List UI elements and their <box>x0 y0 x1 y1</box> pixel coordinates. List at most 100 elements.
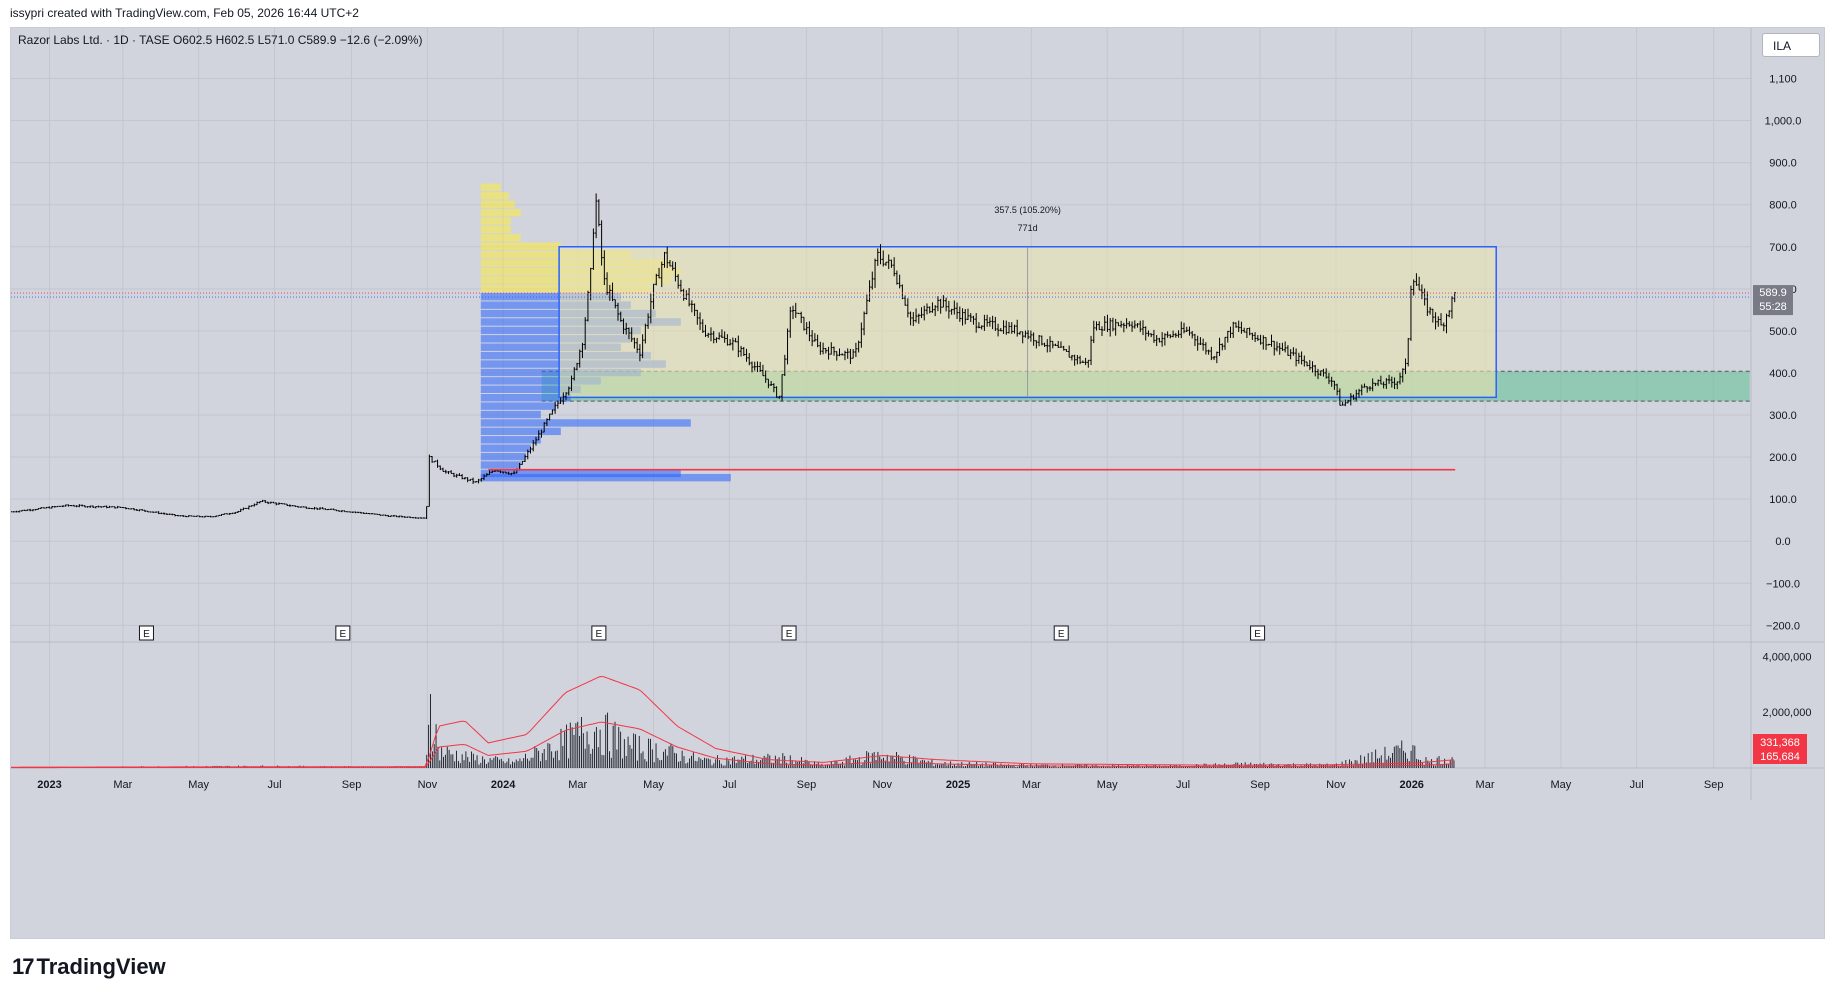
range-box: 357.5 (105.20%) 771d <box>558 205 1497 399</box>
profile-bar <box>480 385 581 393</box>
profile-bar <box>480 301 631 309</box>
price-axis: 1,1001,000.0900.0800.0700.0600.0500.0400… <box>1763 73 1812 719</box>
profile-bar <box>480 242 561 250</box>
earnings-marker <box>335 625 351 641</box>
profile-bar <box>480 419 691 427</box>
earnings-marker <box>138 625 154 641</box>
profile-bar <box>480 461 521 469</box>
profile-bar <box>480 452 526 461</box>
time-tick-label: Mar <box>568 779 587 791</box>
symbol-ohlc-line: Razor Labs Ltd. · 1D · TASE O602.5 H602.… <box>18 33 423 47</box>
price-labels: 589.9 55:28 331,368 165,684 <box>11 285 1807 764</box>
profile-bar <box>480 402 556 410</box>
time-tick-label: Nov <box>1326 779 1346 791</box>
profile-bar <box>480 234 521 242</box>
earnings-marker <box>1250 625 1266 641</box>
time-tick-label: Jul <box>722 779 736 791</box>
volume-value-badge <box>1753 734 1807 764</box>
price-tick-label: 900.0 <box>1769 158 1797 170</box>
profile-bar <box>480 217 511 225</box>
currency-button[interactable]: ILA <box>1762 33 1820 57</box>
price-tick-label: 300.0 <box>1769 410 1797 422</box>
time-tick-label: 2026 <box>1399 779 1423 791</box>
price-tick-label: 500.0 <box>1769 326 1797 338</box>
volume-tick-label: 4,000,000 <box>1763 651 1812 663</box>
time-tick-label: Mar <box>113 779 132 791</box>
time-tick-label: Jul <box>1630 779 1644 791</box>
candles <box>11 193 1456 520</box>
countdown-label: 55:28 <box>1759 301 1787 313</box>
volume-pane <box>11 675 1455 769</box>
profile-bar <box>480 473 731 482</box>
profile-bar <box>480 225 511 234</box>
tradingview-logo-text: TradingView <box>36 954 166 979</box>
profile-bar <box>480 192 509 200</box>
tradingview-logo[interactable]: 17 TradingView <box>12 954 166 980</box>
profile-bar <box>480 208 521 217</box>
earnings-marker <box>591 625 607 641</box>
volume-ma-slow-line <box>11 721 1455 769</box>
chart-canvas[interactable]: 357.5 (105.20%) 771d E E E E E E 1,100 1,000.0 9… <box>11 28 1824 938</box>
profile-bar <box>480 377 601 385</box>
price-tick-label: 0.0 <box>1775 536 1790 548</box>
time-tick-label: May <box>643 779 664 791</box>
profile-bar <box>480 293 621 301</box>
time-tick-label: 2025 <box>946 779 970 791</box>
time-tick-label: May <box>1550 779 1571 791</box>
price-tick-label: 1,100 <box>1769 73 1797 85</box>
time-tick-label: 2024 <box>491 779 516 791</box>
price-tick-label: 700.0 <box>1769 242 1797 254</box>
time-tick-label: Sep <box>1250 779 1270 791</box>
time-tick-label: Sep <box>797 779 817 791</box>
earnings-label: E <box>786 629 793 640</box>
earnings-marker <box>1053 625 1069 641</box>
range-days-label: 771d <box>1018 223 1038 233</box>
price-tick-label: 1,000.0 <box>1765 116 1802 128</box>
profile-bar <box>480 335 631 343</box>
earnings-marker <box>781 625 797 641</box>
time-tick-label: Sep <box>342 779 362 791</box>
earnings-label: E <box>143 629 150 640</box>
price-tick-label: −100.0 <box>1766 578 1800 590</box>
time-tick-label: Nov <box>418 779 438 791</box>
volume-lower-label: 165,684 <box>1760 751 1800 763</box>
time-tick-label: Sep <box>1704 779 1724 791</box>
time-tick-label: Jul <box>267 779 281 791</box>
volume-ma-line <box>11 675 1455 768</box>
credit-text: issypri created with TradingView.com, Fe… <box>10 6 359 20</box>
price-tick-label: 100.0 <box>1769 494 1797 506</box>
profile-bar <box>480 427 561 436</box>
earnings-label: E <box>596 629 603 640</box>
time-tick-label: Mar <box>1022 779 1041 791</box>
range-change-label: 357.5 (105.20%) <box>994 205 1061 215</box>
earnings-label: E <box>1254 629 1261 640</box>
profile-bar <box>480 250 631 259</box>
profile-bar <box>480 183 501 192</box>
price-tick-label: 200.0 <box>1769 452 1797 464</box>
profile-bar <box>480 410 541 419</box>
profile-bar <box>480 436 541 444</box>
current-price-badge <box>1753 285 1793 316</box>
profile-bar <box>480 343 621 351</box>
earnings-label: E <box>1058 629 1065 640</box>
time-tick-label: May <box>1097 779 1118 791</box>
volume-tick-label: 2,000,000 <box>1763 707 1812 719</box>
price-tick-label: 800.0 <box>1769 200 1797 212</box>
tradingview-logo-icon: 17 <box>12 954 35 979</box>
time-tick-label: Nov <box>872 779 892 791</box>
price-tick-label: 400.0 <box>1769 368 1797 380</box>
time-tick-label: 2023 <box>37 779 61 791</box>
earnings-label: E <box>340 629 347 640</box>
price-tick-label: −200.0 <box>1766 620 1800 632</box>
profile-bar <box>480 469 681 478</box>
time-axis: 2023 Mar May Jul Sep Nov 2024 Mar May Jul Sep Nov 20… <box>37 779 1723 791</box>
profile-bar <box>480 394 571 402</box>
grid-lines <box>11 28 1824 800</box>
profile-bar <box>480 444 531 452</box>
volume-upper-label: 331,368 <box>1760 737 1800 749</box>
current-price-label: 589.9 <box>1759 287 1787 299</box>
profile-bar <box>480 200 515 208</box>
time-tick-label: Mar <box>1476 779 1495 791</box>
chart-frame[interactable]: 357.5 (105.20%) 771d E E E E E E 1,100 1,000.0 9… <box>10 27 1825 939</box>
